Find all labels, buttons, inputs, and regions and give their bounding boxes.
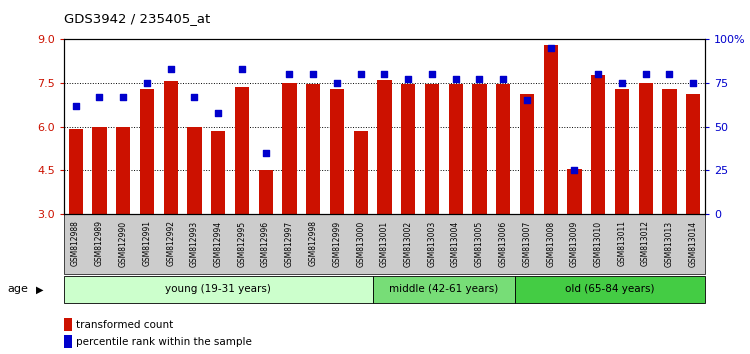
- Point: [260, 150, 272, 156]
- Bar: [64, 318, 72, 331]
- Point: [378, 71, 390, 77]
- Point: [308, 71, 320, 77]
- Text: GDS3942 / 235405_at: GDS3942 / 235405_at: [64, 12, 210, 25]
- Bar: [188, 127, 202, 214]
- Text: ▶: ▶: [36, 284, 44, 295]
- Bar: [591, 75, 605, 214]
- Bar: [520, 95, 534, 214]
- Bar: [306, 84, 320, 214]
- Point: [592, 71, 604, 77]
- Text: old (65-84 years): old (65-84 years): [566, 284, 655, 295]
- Point: [284, 71, 296, 77]
- Bar: [330, 88, 344, 214]
- Point: [544, 45, 556, 51]
- Bar: [259, 170, 273, 214]
- Bar: [448, 84, 463, 214]
- Text: young (19-31 years): young (19-31 years): [165, 284, 271, 295]
- Bar: [686, 95, 700, 214]
- Bar: [515, 276, 705, 303]
- Point: [164, 66, 177, 72]
- Bar: [235, 87, 249, 214]
- Bar: [638, 83, 652, 214]
- Bar: [496, 84, 510, 214]
- Bar: [68, 130, 82, 214]
- Point: [141, 80, 153, 86]
- Bar: [164, 81, 178, 214]
- Point: [616, 80, 628, 86]
- Point: [70, 103, 82, 108]
- Bar: [353, 131, 368, 214]
- Bar: [92, 127, 106, 214]
- Point: [93, 94, 105, 99]
- Bar: [377, 80, 392, 214]
- Point: [687, 80, 699, 86]
- Bar: [662, 88, 676, 214]
- Bar: [567, 169, 581, 214]
- Bar: [140, 88, 154, 214]
- Bar: [64, 276, 373, 303]
- Bar: [211, 131, 225, 214]
- Point: [449, 76, 461, 82]
- Point: [640, 71, 652, 77]
- Point: [426, 71, 438, 77]
- Point: [236, 66, 248, 72]
- Point: [355, 71, 367, 77]
- Bar: [544, 45, 558, 214]
- Bar: [424, 84, 439, 214]
- Text: transformed count: transformed count: [76, 320, 173, 330]
- Point: [402, 76, 414, 82]
- Point: [212, 110, 224, 115]
- Bar: [373, 276, 515, 303]
- Bar: [615, 88, 629, 214]
- Text: age: age: [8, 284, 28, 295]
- Point: [473, 76, 485, 82]
- Point: [520, 97, 532, 103]
- Bar: [116, 127, 130, 214]
- Bar: [472, 84, 487, 214]
- Point: [117, 94, 129, 99]
- Point: [663, 71, 675, 77]
- Point: [568, 167, 580, 173]
- Bar: [282, 83, 296, 214]
- Text: middle (42-61 years): middle (42-61 years): [389, 284, 498, 295]
- Bar: [64, 335, 72, 348]
- Bar: [401, 84, 416, 214]
- Point: [497, 76, 509, 82]
- Point: [188, 94, 200, 99]
- Text: percentile rank within the sample: percentile rank within the sample: [76, 337, 251, 347]
- Point: [331, 80, 343, 86]
